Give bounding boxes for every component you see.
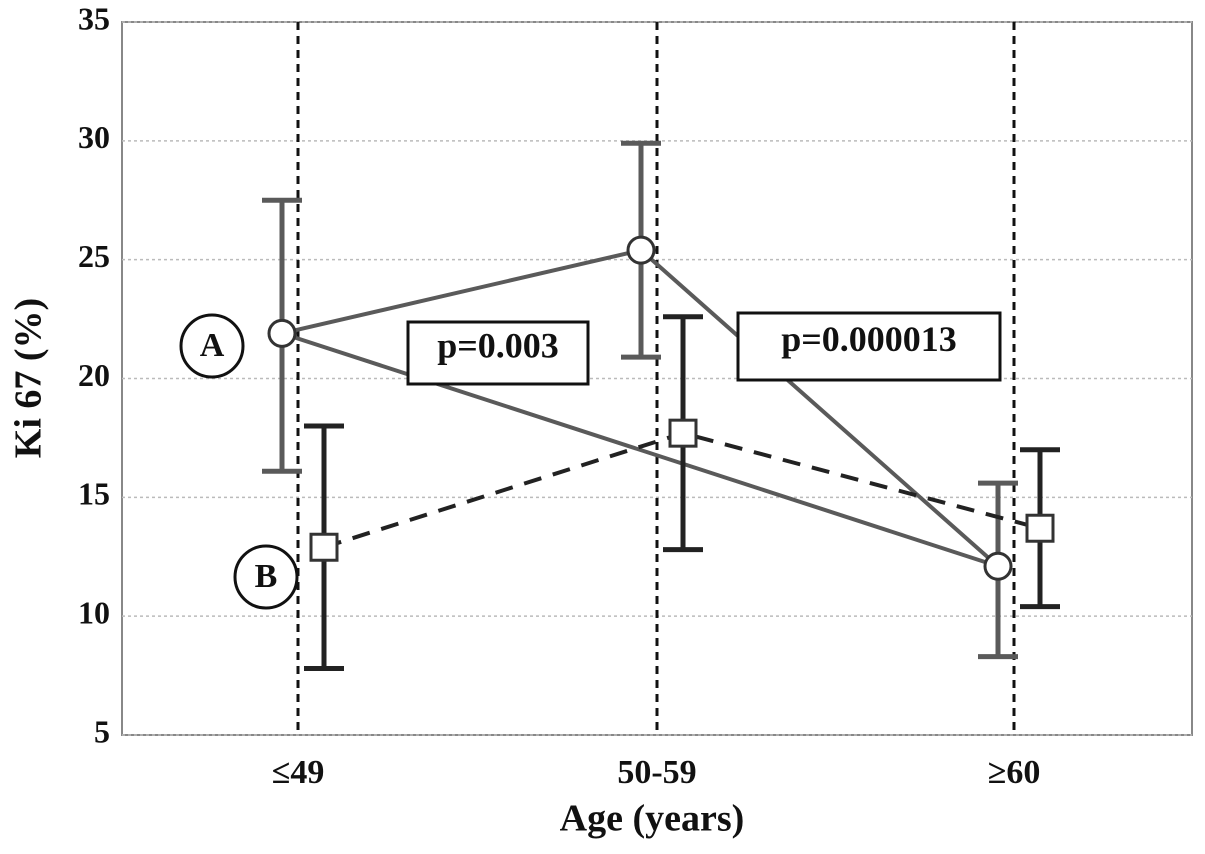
marker — [626, 235, 656, 265]
series-label-circle — [179, 313, 245, 379]
y-tick-label: 30 — [78, 119, 110, 155]
annotation-box — [406, 320, 590, 386]
x-axis-label: Age (years) — [560, 798, 745, 840]
marker — [267, 318, 297, 348]
y-tick-label: 25 — [78, 238, 110, 274]
annotation: p=0.003 — [437, 325, 559, 365]
y-tick-label: 15 — [78, 476, 110, 512]
marker — [309, 532, 339, 562]
series-label: A — [200, 327, 225, 364]
comparison-line — [281, 331, 999, 569]
marker — [1025, 513, 1055, 543]
marker — [668, 418, 698, 448]
marker — [983, 551, 1013, 581]
y-axis-label: Ki 67 (%) — [8, 298, 50, 458]
y-tick-label: 35 — [78, 0, 110, 36]
y-tick-label: 5 — [94, 713, 110, 749]
x-tick-label: ≤49 — [272, 754, 325, 791]
y-tick-label: 10 — [78, 595, 110, 631]
x-tick-label: ≥60 — [988, 754, 1041, 791]
x-tick-label: 50-59 — [617, 754, 696, 791]
series-label: B — [255, 558, 278, 595]
annotation: p=0.000013 — [781, 319, 957, 359]
series-label-circle — [233, 544, 299, 610]
annotation-box — [736, 311, 1002, 382]
y-tick-label: 20 — [78, 357, 110, 393]
